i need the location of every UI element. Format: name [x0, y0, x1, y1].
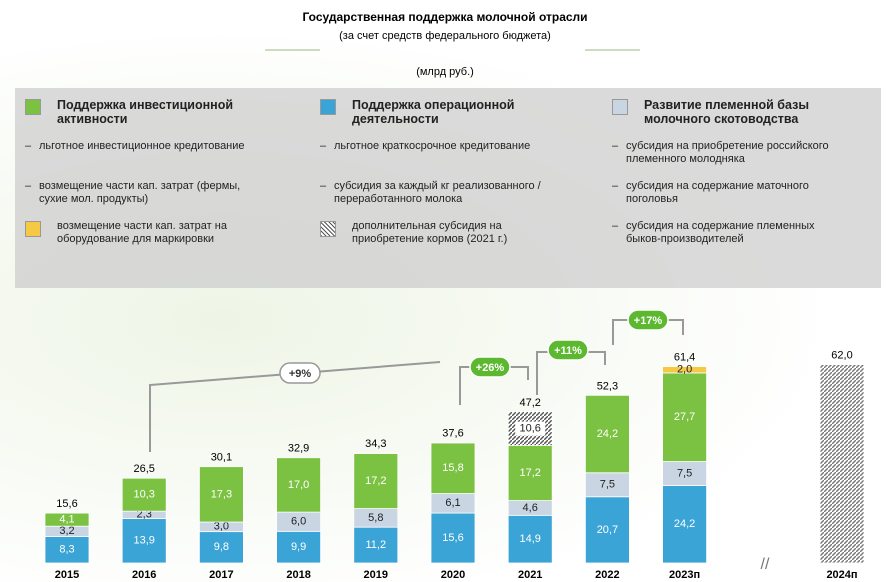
value-label: 14,9: [519, 533, 540, 545]
growth-label: +26%: [476, 362, 505, 374]
value-label: 10,6: [519, 423, 540, 435]
value-label: 17,2: [365, 475, 386, 487]
value-label: 27,7: [674, 411, 695, 423]
growth-label: +17%: [634, 315, 663, 327]
legend-item: субсидия за каждый кг реализованного / п…: [320, 180, 559, 208]
value-label: 7,5: [600, 479, 615, 491]
legend-column: Поддержка операционной деятельности льгот…: [320, 98, 585, 246]
legend-heading-text: Развитие племенной базы молочного скотов…: [644, 98, 844, 126]
bar-segment: [820, 365, 864, 563]
value-label: 10,3: [133, 489, 154, 501]
value-label: 5,8: [368, 512, 383, 524]
value-label: 24,2: [597, 428, 618, 440]
legend-item: субсидия на содержание племенных быков-п…: [612, 220, 851, 248]
legend-column: Поддержка инвестиционной активности льгот…: [25, 98, 290, 246]
total-label: 52,3: [597, 381, 618, 393]
legend-item: льготное краткосрочное кредитование: [320, 140, 559, 168]
legend-swatch: [25, 99, 41, 115]
x-tick-label: 2016: [132, 569, 156, 581]
x-tick-label: 2024п: [826, 569, 857, 581]
value-label: 20,7: [597, 524, 618, 536]
legend-heading: Поддержка инвестиционной активности: [25, 98, 290, 130]
legend-heading-text: Поддержка инвестиционной активности: [57, 98, 257, 126]
x-tick-label: 2023п: [669, 569, 700, 581]
value-label: 3,2: [59, 525, 74, 537]
value-label: 6,1: [445, 497, 460, 509]
growth-label: +9%: [289, 368, 312, 380]
value-label: 7,5: [677, 467, 692, 479]
legend-heading: Поддержка операционной деятельности: [320, 98, 585, 130]
total-label: 37,6: [442, 428, 463, 440]
value-label: 17,3: [211, 488, 232, 500]
value-label: 9,9: [291, 541, 306, 553]
value-label: 3,0: [214, 521, 229, 533]
x-tick-label: 2022: [595, 569, 619, 581]
total-label: 62,0: [831, 350, 852, 362]
legend-extra-text: возмещение части кап. затрат на оборудов…: [57, 220, 272, 246]
axis-break: //: [761, 556, 770, 573]
value-label: 11,2: [366, 539, 387, 551]
value-label: 17,2: [519, 467, 540, 479]
legend-item: субсидия на приобретение российского пле…: [612, 140, 851, 168]
legend-swatch: [320, 99, 336, 115]
legend-swatch: [612, 99, 628, 115]
value-label: 13,9: [133, 535, 154, 547]
x-tick-label: 2019: [364, 569, 388, 581]
page: Государственная поддержка молочной отрас…: [0, 0, 891, 582]
x-tick-label: 2020: [441, 569, 465, 581]
legend-item: льготное инвестиционное кредитование: [25, 140, 264, 168]
total-label: 15,6: [56, 498, 77, 510]
total-label: 61,4: [674, 351, 695, 363]
legend-heading-text: Поддержка операционной деятельности: [352, 98, 552, 126]
legend-item: субсидия на содержание маточного поголов…: [612, 180, 851, 208]
value-label: 8,3: [59, 544, 74, 556]
legend-extra-text: дополнительная субсидия на приобретение …: [352, 220, 567, 246]
legend-swatch: [320, 221, 336, 237]
legend-extra: возмещение части кап. затрат на оборудов…: [25, 220, 285, 246]
value-label: 6,0: [291, 516, 306, 528]
legend: Поддержка инвестиционной активности льгот…: [15, 88, 881, 288]
legend-item: возмещение части кап. затрат (фермы, сух…: [25, 180, 264, 208]
legend-swatch: [25, 221, 41, 237]
total-label: 32,9: [288, 443, 309, 455]
value-label: 15,8: [442, 462, 463, 474]
value-label: 15,6: [442, 532, 463, 544]
growth-label: +11%: [554, 345, 582, 357]
value-label: 2,0: [677, 364, 692, 376]
x-tick-label: 2015: [55, 569, 79, 581]
value-label: 24,2: [674, 518, 695, 530]
value-label: 4,6: [523, 502, 538, 514]
total-label: 47,2: [519, 397, 540, 409]
chart-subtitle: (за счет средств федерального бюджета): [339, 30, 551, 42]
x-tick-label: 2021: [518, 569, 542, 581]
value-label: 4,1: [59, 514, 74, 526]
total-label: 34,3: [365, 438, 386, 450]
legend-heading: Развитие племенной базы молочного скотов…: [612, 98, 877, 130]
chart-title: Государственная поддержка молочной отрас…: [302, 10, 587, 24]
value-label: 17,0: [288, 479, 309, 491]
x-tick-label: 2017: [209, 569, 233, 581]
total-label: 30,1: [211, 452, 232, 464]
x-tick-label: 2018: [286, 569, 310, 581]
legend-extra: дополнительная субсидия на приобретение …: [320, 220, 580, 246]
value-label: 9,8: [214, 541, 229, 553]
unit-label: (млрд руб.): [416, 66, 474, 78]
legend-column: Развитие племенной базы молочного скотов…: [612, 98, 877, 260]
total-label: 26,5: [133, 463, 154, 475]
